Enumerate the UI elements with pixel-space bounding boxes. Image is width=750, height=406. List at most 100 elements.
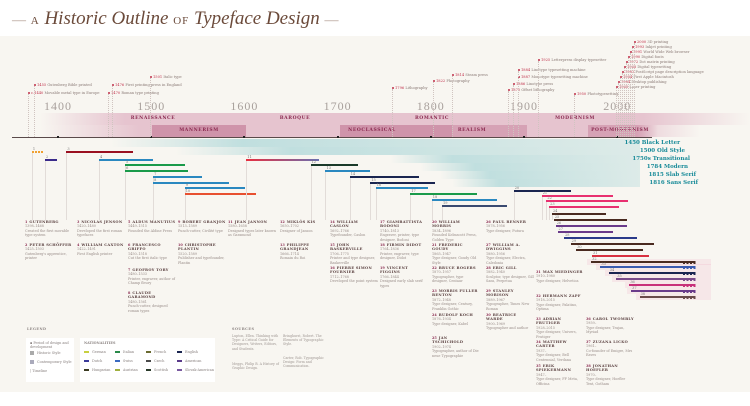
event-label: 1990 Digital fonts <box>628 55 664 59</box>
designer-entry: 34 MATTHEW CARTER 1937– Type designer, Bell… <box>536 340 584 362</box>
tick-mark <box>336 136 339 138</box>
designer-years: 1928–2015 <box>536 325 555 330</box>
bar-number: 5 <box>126 159 129 164</box>
designer-entry: 20 WILLIAM MORRIS 1834–1896 Founded Kelmsco… <box>432 220 480 242</box>
event-dot <box>508 89 510 91</box>
event-year: 1984 <box>621 80 631 84</box>
nationality-item: Swiss <box>115 359 133 363</box>
lifespan-bar <box>541 195 614 197</box>
designer-number: 3 <box>77 220 80 224</box>
designer-desc: Created the first movable type system <box>25 228 70 238</box>
designer-desc: Typographer, type designer, Centaur <box>432 274 464 284</box>
lifespan-bar <box>44 159 58 161</box>
event-label: 1884 Linotype typesetting machine <box>518 68 586 72</box>
designer-name: MAX MIEDINGER <box>542 270 583 274</box>
designer-entry: 31 MAX MIEDINGER 1910–1980 Type designer, H… <box>536 270 584 283</box>
event-year: 1990 <box>631 55 641 59</box>
lifespan-bar <box>608 272 695 274</box>
bar-number: 38 <box>640 291 646 296</box>
nationality-item: French <box>146 350 166 354</box>
designer-name: BRUCE ROGERS <box>438 266 476 270</box>
bar-number: 21 <box>542 190 548 195</box>
designer-name: GEOFROY TORY <box>132 268 169 272</box>
designer-number: 17 <box>380 220 385 224</box>
year-tick: 1900 <box>510 99 538 113</box>
designer-entry: 17 GIAMBATTISTA BODONI 1740–1813 Engraver, … <box>380 220 428 242</box>
designer-number: 16 <box>330 266 335 270</box>
bar-leader <box>325 172 327 220</box>
designer-years: 1900–1969 <box>486 321 505 326</box>
event-text: Steam press <box>465 73 488 77</box>
event-dot <box>28 92 30 94</box>
designer-entry: 11 JEAN JANNON 1580–1658 Designed types lat… <box>228 220 276 238</box>
nationality-label: English <box>185 350 198 354</box>
event-label: 1991 World Wide Web browser <box>630 50 690 54</box>
designer-desc: First English printer <box>77 251 113 256</box>
designer-entry: 38 JONATHAN HOEFLER 1970– Type designer, Ho… <box>586 364 634 386</box>
tick-mark <box>150 136 153 138</box>
event-leader <box>150 78 151 137</box>
tick-mark <box>616 136 619 138</box>
designer-number: 30 <box>486 313 491 317</box>
designer-number: 35 <box>536 364 541 368</box>
designer-years: 1706–1775 <box>330 251 349 256</box>
designer-number: 2 <box>25 243 28 247</box>
event-leader <box>616 88 617 137</box>
designer-years: 1970– <box>586 372 597 377</box>
bar-leader <box>125 172 127 220</box>
event-label: 1455 Gutenberg Bible printed <box>34 83 92 87</box>
bar-number: 10 <box>185 188 191 193</box>
designer-desc: Type designer, Palatino, Optima <box>536 302 578 312</box>
year-tick: 1700 <box>323 99 352 113</box>
designer-number: 32 <box>536 294 541 298</box>
year-tick: 1600 <box>230 99 259 113</box>
designer-desc: Engraver, printer, type designer, Bodoni <box>380 233 420 242</box>
year-tick: 1500 <box>137 99 166 113</box>
designer-number: 12 <box>280 220 285 224</box>
event-label: 1968 Digital typesetting <box>624 65 671 69</box>
lifespan-bar <box>549 206 620 208</box>
designer-entry: 29 STANLEY MORISON 1889–1967 Typographer, T… <box>486 289 534 311</box>
event-leader <box>628 58 629 137</box>
lifespan-bar <box>431 199 497 201</box>
nationality-swatch <box>84 369 89 371</box>
style-band <box>420 163 640 171</box>
designer-desc: Co-founder of Emigre, Mrs Eaves <box>586 348 633 358</box>
event-text: Offset lithography <box>521 88 555 92</box>
bar-number: 22 <box>547 195 552 200</box>
event-text: Lithography <box>405 86 428 90</box>
designer-entry: 24 RUDOLF KOCH 1876–1934 Type designer, Kab… <box>432 313 480 326</box>
nationality-label: Swiss <box>123 359 133 363</box>
designer-years: 1876–1934 <box>432 317 451 322</box>
bar-number: 33 <box>601 261 606 266</box>
designer-years: 1878–1956 <box>486 224 505 229</box>
event-text: Monotype typesetting machine <box>531 75 588 79</box>
designer-name: ADRIAN FRUTIGER <box>536 317 562 326</box>
event-dot <box>616 86 618 88</box>
bar-number: 14 <box>350 171 356 176</box>
event-text: PostScript page description language <box>635 70 704 74</box>
style-band <box>175 147 640 155</box>
source-text: Meggs, Philip B. A History of Graphic De… <box>232 362 279 371</box>
designer-entry: 36 CAROL TWOMBLY 1959– Type designer, Traja… <box>586 317 634 335</box>
event-label: c.1440 Movable metal type in Europe <box>28 91 100 95</box>
bar-number: 1 <box>32 146 36 151</box>
designer-years: 1740–1813 <box>380 228 399 233</box>
designer-entry: 16 PIERRE SIMON FOURNIER 1712–1768 Develope… <box>330 266 378 284</box>
period-label: ROMANTIC <box>414 116 450 121</box>
designer-name: ALDUS MANUTIUS <box>132 220 176 224</box>
designer-years: 1580–1658 <box>228 224 247 229</box>
event-dot <box>624 66 626 68</box>
event-text: World Wide Web browser <box>643 50 690 54</box>
bar-number: 4 <box>100 154 103 159</box>
ongoing-arrow-icon <box>683 271 697 275</box>
designer-number: 8 <box>128 291 131 295</box>
lifespan-bar <box>125 164 185 166</box>
lifespan-bar <box>99 159 154 161</box>
nationality-swatch <box>146 351 151 353</box>
designer-name: PETER SCHÖFFER <box>29 243 72 247</box>
bar-leader <box>549 208 551 220</box>
designer-years: 1889–1967 <box>486 297 505 302</box>
event-leader <box>34 86 35 137</box>
lifespan-bar <box>551 213 606 215</box>
